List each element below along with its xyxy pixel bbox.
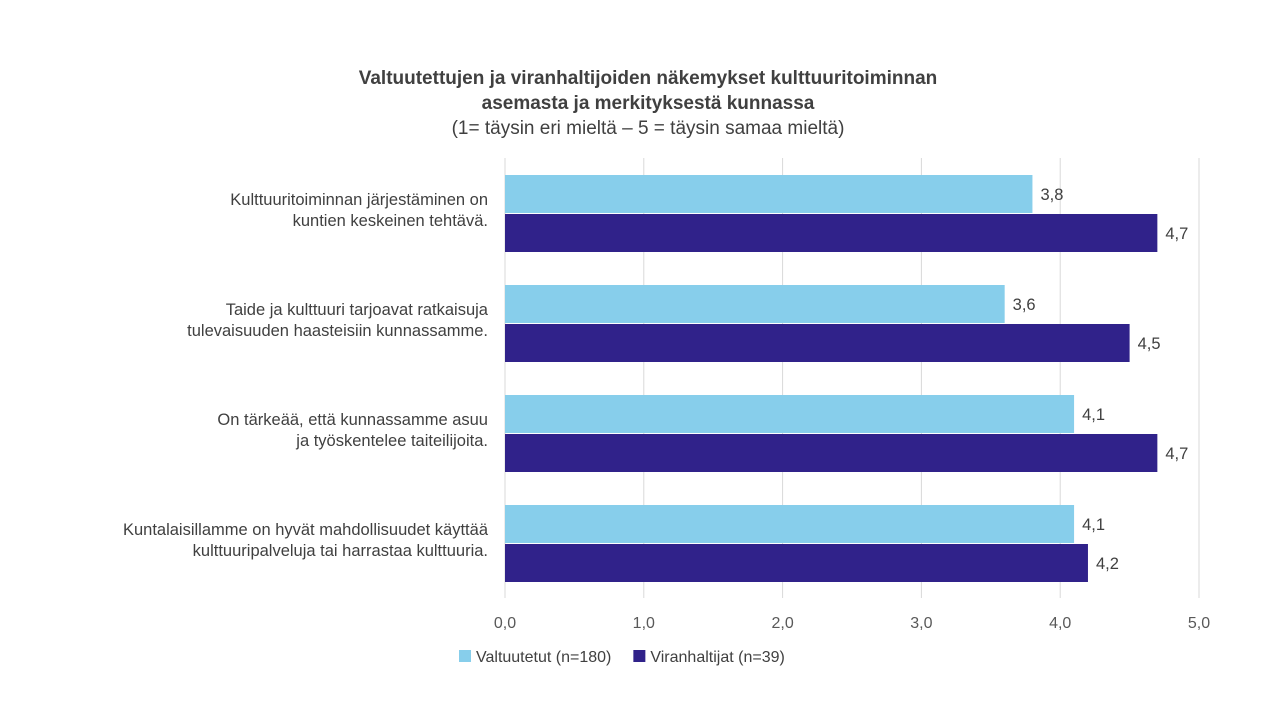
bar-valtuutetut — [505, 285, 1005, 323]
chart-title-line-1: Valtuutettujen ja viranhaltijoiden näkem… — [358, 68, 938, 89]
category-label: kuntien keskeinen tehtävä. — [293, 212, 488, 230]
legend-label: Valtuutetut (n=180) — [476, 649, 611, 666]
category-label: kulttuuripalveluja tai harrastaa kulttuu… — [193, 542, 488, 560]
x-axis-tick-labels: 0,0 1,0 2,0 3,0 4,0 5,0 — [494, 615, 1210, 632]
bar-viranhaltijat — [505, 544, 1088, 582]
x-tick-label: 0,0 — [494, 615, 516, 632]
bar-valtuutetut — [505, 505, 1075, 543]
x-tick-label: 2,0 — [771, 615, 793, 632]
data-label: 3,6 — [1013, 296, 1036, 314]
bar-viranhaltijat — [505, 324, 1130, 362]
chart-subtitle: (1= täysin eri mieltä – 5 = täysin samaa… — [451, 118, 845, 139]
legend-label: Viranhaltijat (n=39) — [650, 649, 784, 666]
chart-title-line-2: asemasta ja merkityksestä kunnassa — [481, 93, 815, 114]
data-label: 4,5 — [1138, 335, 1161, 353]
bar-valtuutetut — [505, 175, 1033, 213]
data-labels: 3,8 4,7 3,6 4,5 4,1 4,7 4,1 4,2 — [1013, 186, 1189, 573]
category-label: Kuntalaisillamme on hyvät mahdollisuudet… — [123, 521, 489, 539]
bar-viranhaltijat — [505, 434, 1158, 472]
legend-swatch — [459, 650, 471, 662]
category-label: tulevaisuuden haasteisiin kunnassamme. — [187, 322, 488, 340]
category-label: ja työskentelee taiteilijoita. — [295, 432, 488, 450]
legend: Valtuutetut (n=180) Viranhaltijat (n=39) — [459, 649, 785, 666]
category-label: On tärkeää, että kunnassamme asuu — [217, 411, 488, 429]
x-tick-label: 5,0 — [1188, 615, 1210, 632]
category-label: Kulttuuritoiminnan järjestäminen on — [230, 191, 488, 209]
data-label: 4,7 — [1165, 225, 1188, 243]
category-label: Taide ja kulttuuri tarjoavat ratkaisuja — [226, 301, 489, 319]
data-label: 4,1 — [1082, 406, 1105, 424]
category-labels: Kulttuuritoiminnan järjestäminen on kunti… — [123, 191, 489, 560]
chart-title-block: Valtuutettujen ja viranhaltijoiden näkem… — [0, 66, 1280, 141]
data-label: 4,1 — [1082, 516, 1105, 534]
data-label: 3,8 — [1040, 186, 1063, 204]
data-label: 4,2 — [1096, 555, 1119, 573]
bar-viranhaltijat — [505, 214, 1158, 252]
x-tick-label: 3,0 — [910, 615, 932, 632]
data-label: 4,7 — [1165, 445, 1188, 463]
bars — [505, 175, 1158, 582]
x-tick-label: 4,0 — [1049, 615, 1071, 632]
x-tick-label: 1,0 — [633, 615, 655, 632]
legend-swatch — [633, 650, 646, 662]
bar-valtuutetut — [505, 395, 1075, 433]
